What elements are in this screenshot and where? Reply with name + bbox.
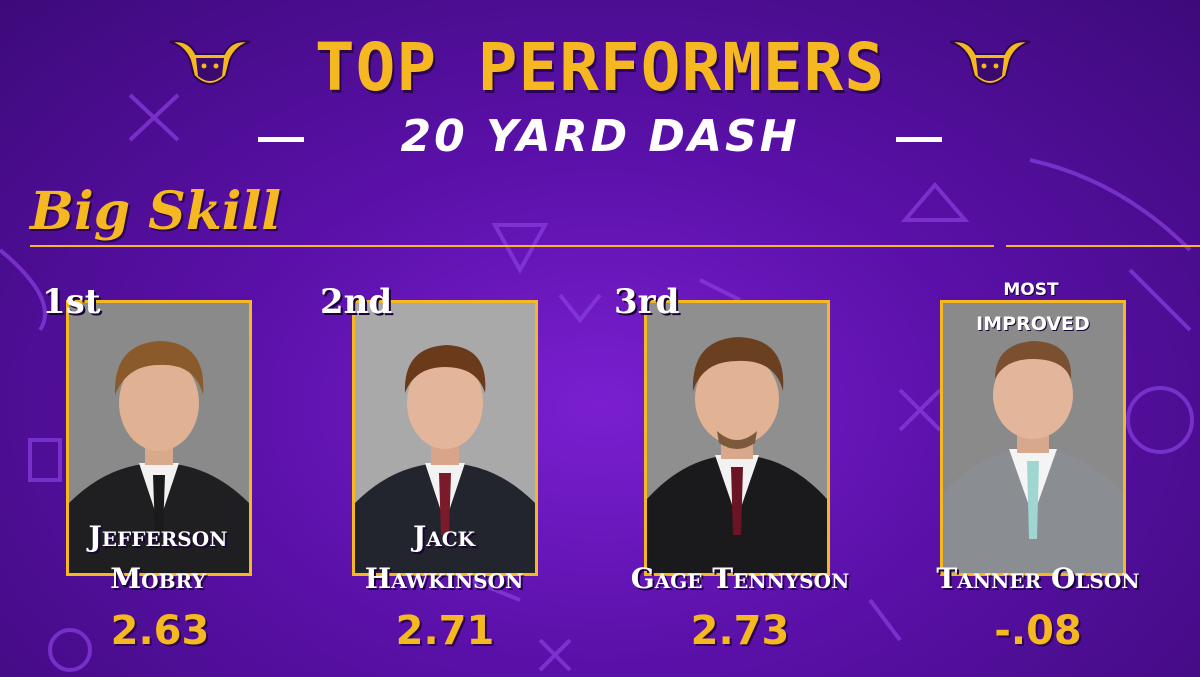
result-value: 2.73 [690, 608, 790, 654]
event-subtitle: 20 YARD DASH [400, 111, 800, 162]
player-photo [66, 300, 252, 576]
player-portrait-icon [647, 303, 827, 573]
player-name: Mobry [110, 562, 206, 595]
page-title: TOP PERFORMERS [314, 29, 886, 106]
performer-card [66, 300, 252, 576]
result-value: -.08 [994, 608, 1082, 654]
player-name: Jefferson [88, 520, 228, 553]
header: TOP PERFORMERS [0, 22, 1200, 112]
player-name: Hawkinson [364, 562, 524, 595]
player-photo [644, 300, 830, 576]
rank-label: 2nd [320, 282, 393, 322]
performer-card [644, 300, 830, 576]
rank-label: 1st [42, 282, 101, 322]
player-photo [940, 300, 1126, 576]
player-portrait-icon [943, 303, 1123, 573]
performer-card [940, 300, 1126, 576]
maverick-bull-logo-icon [169, 40, 251, 85]
performer-card [352, 300, 538, 576]
subtitle-dash-left [258, 137, 304, 142]
maverick-bull-logo-icon [949, 40, 1031, 85]
player-photo [352, 300, 538, 576]
player-portrait-icon [355, 303, 535, 573]
player-name: Tanner Olson [936, 562, 1140, 595]
section-title: Big Skill [30, 181, 282, 242]
section-divider [30, 245, 994, 247]
rank-label: 3rd [614, 282, 680, 322]
result-value: 2.71 [395, 608, 495, 654]
result-value: 2.63 [110, 608, 210, 654]
player-name: Gage Tennyson [630, 562, 850, 595]
section-divider [1006, 245, 1200, 247]
rank-label: IMPROVED [976, 313, 1090, 335]
player-portrait-icon [69, 303, 249, 573]
rank-label: MOST [1003, 280, 1059, 300]
subtitle-dash-right [896, 137, 942, 142]
player-name: Jack [412, 520, 476, 553]
